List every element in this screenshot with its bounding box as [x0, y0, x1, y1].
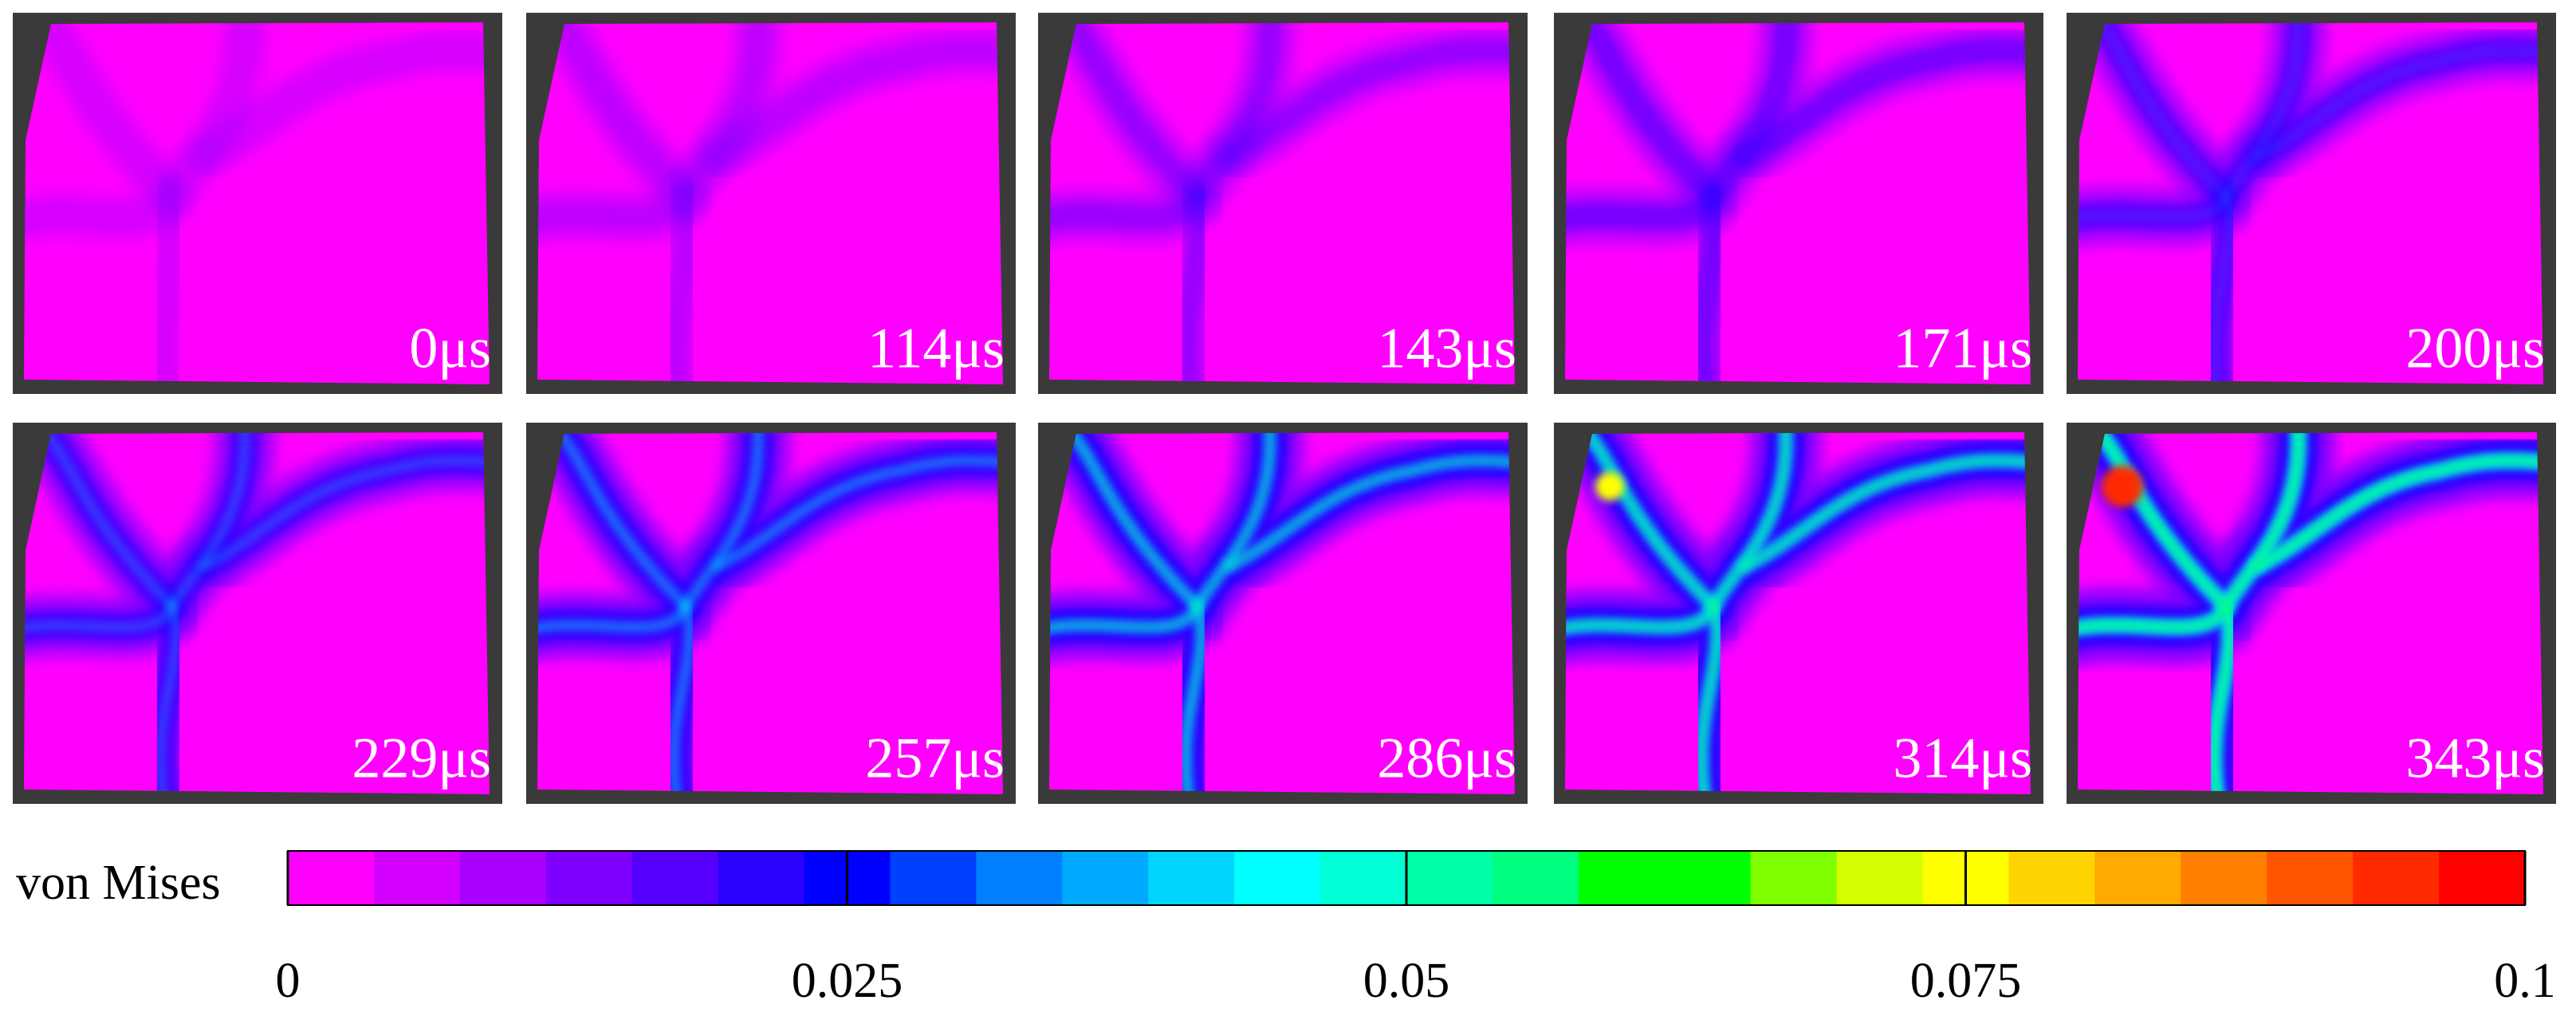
colorbar-segment	[2181, 851, 2267, 905]
strain-band	[40, 432, 177, 611]
strain-band	[712, 455, 1003, 572]
colorbar-segment	[2267, 851, 2354, 905]
panel: 286μs	[1038, 423, 1528, 804]
colorbar-segment	[545, 851, 633, 905]
strain-band	[1733, 38, 2031, 168]
colorbar-tick-label: 0.025	[792, 954, 903, 1008]
strain-band	[2094, 432, 2231, 611]
strain-band	[1740, 456, 2031, 571]
colorbar-segment	[2094, 851, 2181, 905]
strain-band	[2094, 22, 2230, 200]
strain-band	[1225, 456, 1515, 570]
panel: 0μs	[13, 13, 502, 394]
strain-band	[1581, 432, 1718, 611]
strain-band	[1182, 602, 1205, 794]
colorbar-tick-label: 0.05	[1363, 954, 1450, 1008]
field-detail	[1049, 432, 1515, 794]
strain-band	[664, 187, 699, 384]
panel: 171μs	[1554, 13, 2043, 394]
strain-band	[1059, 22, 1209, 207]
field	[537, 22, 1003, 384]
field-detail	[537, 22, 1003, 384]
colorbar-segment	[1578, 851, 1666, 905]
strain-band	[2209, 601, 2235, 794]
colorbar-segment	[373, 851, 461, 905]
strain-band	[2210, 192, 2234, 384]
strain-band	[155, 601, 181, 794]
field-detail	[24, 432, 490, 794]
time-label: 343μs	[2405, 727, 2545, 790]
colorbar-tick-label: 0.1	[2494, 954, 2556, 1008]
panel: 343μs	[2067, 423, 2556, 804]
strain-band	[2253, 455, 2543, 571]
time-label: 143μs	[1377, 317, 1516, 380]
strain-band	[2254, 47, 2543, 160]
strain-peak	[1595, 472, 1624, 501]
strain-band	[1574, 22, 1725, 208]
colorbar-segment	[2008, 851, 2095, 905]
colorbar-segment	[1750, 851, 1838, 905]
colorbar-segment	[1062, 851, 1149, 905]
colorbar-segment	[1406, 851, 1493, 905]
strain-band	[1066, 432, 1201, 610]
colorbar-segment	[2353, 851, 2440, 905]
strain-band	[708, 41, 1003, 166]
field-detail	[24, 22, 490, 384]
strain-band	[1689, 184, 1729, 384]
strain-band	[199, 455, 490, 571]
time-label: 257μs	[865, 727, 1005, 790]
colorbar-segment	[459, 851, 547, 905]
strain-band	[553, 432, 691, 612]
strain-band	[668, 601, 695, 794]
colorbar-segment	[890, 851, 977, 905]
colorbar-segment	[976, 851, 1063, 905]
colorbar-segment	[718, 851, 805, 905]
field	[24, 22, 490, 384]
time-label: 200μs	[2405, 317, 2545, 380]
field	[1049, 22, 1515, 384]
colorbar-segment	[631, 851, 719, 905]
field-detail	[2078, 22, 2543, 384]
colorbar-segment	[1234, 851, 1321, 905]
colorbar-label: von Mises	[16, 856, 221, 910]
colorbar-segment	[1664, 851, 1752, 905]
field-detail	[2078, 432, 2543, 794]
field-detail	[1565, 22, 2031, 384]
strain-band	[549, 22, 695, 206]
panel: 257μs	[526, 423, 1016, 804]
colorbar-tick-label: 0.075	[1910, 954, 2022, 1008]
time-label: 286μs	[1377, 727, 1516, 790]
strain-band	[1174, 185, 1213, 384]
strain-band	[25, 22, 192, 216]
colorbar-segment	[1836, 851, 1924, 905]
panel: 229μs	[13, 423, 502, 804]
field-detail	[1049, 22, 1515, 384]
colorbar-segment	[1148, 851, 1235, 905]
panel: 314μs	[1554, 423, 2043, 804]
time-label: 0μs	[409, 317, 491, 380]
colorbar-segment	[2439, 851, 2526, 905]
colorbar-tick-label: 0	[276, 954, 301, 1008]
time-label: 229μs	[352, 727, 491, 790]
panel: 200μs	[2067, 13, 2556, 394]
colorbar-segment	[288, 851, 375, 905]
panel: 114μs	[526, 13, 1016, 394]
time-label: 114μs	[867, 317, 1005, 380]
strain-band	[140, 176, 196, 384]
strain-band	[1218, 40, 1515, 167]
strain-band	[184, 30, 490, 176]
panel: 143μs	[1038, 13, 1528, 394]
field-detail	[1565, 432, 2031, 794]
strain-band	[1697, 601, 1722, 794]
colorbar-segment	[1320, 851, 1407, 905]
time-label: 314μs	[1893, 727, 2032, 790]
colorbar-segment	[1492, 851, 1579, 905]
field-detail	[537, 432, 1003, 794]
strain-peak	[2102, 466, 2143, 507]
time-label: 171μs	[1893, 317, 2032, 380]
